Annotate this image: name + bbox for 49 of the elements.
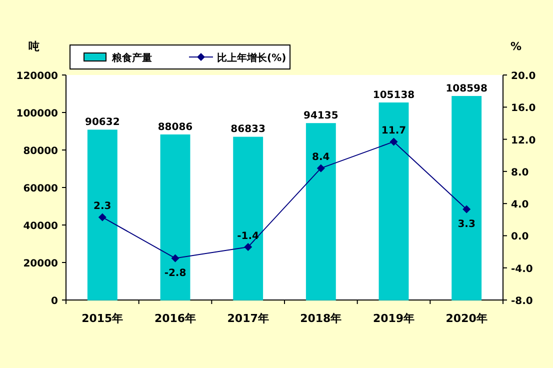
data-label: 88086 xyxy=(158,122,193,133)
x-tick-label: 2019年 xyxy=(372,312,415,325)
y-tick-label: 40000 xyxy=(23,221,58,232)
bar xyxy=(378,102,409,300)
x-tick-label: 2015年 xyxy=(82,312,124,325)
data-label: -1.4 xyxy=(237,230,260,242)
y2-tick-label: -4.0 xyxy=(511,264,533,275)
data-label: 3.3 xyxy=(458,219,476,230)
data-label: 2.3 xyxy=(94,201,112,212)
bar xyxy=(87,130,118,300)
data-label: 94135 xyxy=(304,110,338,122)
data-label: -2.8 xyxy=(164,268,186,280)
legend-label: 比上年增长(%) xyxy=(217,52,286,64)
x-tick-label: 2018年 xyxy=(300,312,342,325)
y2-tick-label: 12.0 xyxy=(511,135,536,146)
y2-tick-label: 16.0 xyxy=(511,103,536,114)
y-tick-label: 0 xyxy=(51,296,58,307)
data-label: 86833 xyxy=(230,124,266,136)
y-tick-label: 100000 xyxy=(16,108,58,120)
point xyxy=(98,213,106,222)
data-label: 90632 xyxy=(85,117,120,128)
y2-tick-label: 8.0 xyxy=(511,167,529,178)
x-tick-label: 2016年 xyxy=(154,312,196,325)
point xyxy=(171,254,180,262)
y-tick-label: 120000 xyxy=(16,71,58,82)
data-label: 108598 xyxy=(446,83,488,94)
x-tick-label: 2020年 xyxy=(446,312,488,325)
y-tick-label: 80000 xyxy=(23,146,58,157)
data-label: 11.7 xyxy=(381,126,406,137)
y-tick-label: 60000 xyxy=(23,184,58,194)
bar xyxy=(233,136,264,300)
y2-tick-label: 20.0 xyxy=(511,71,536,82)
bar xyxy=(160,134,190,300)
y2-tick-label: -8.0 xyxy=(511,296,533,307)
legend-label: 粮食产量 xyxy=(111,52,152,64)
bar xyxy=(452,96,482,300)
point xyxy=(462,205,471,214)
point xyxy=(316,164,325,172)
data-label: 105138 xyxy=(372,90,415,101)
y2-tick-label: 0.0 xyxy=(511,232,529,243)
point xyxy=(244,242,252,251)
data-label: 8.4 xyxy=(312,152,330,164)
point xyxy=(390,138,398,146)
bar xyxy=(306,123,336,300)
x-tick-label: 2017年 xyxy=(227,312,269,325)
y-axis-title: 吨 xyxy=(28,40,40,53)
y2-tick-label: 4.0 xyxy=(511,200,529,211)
y2-axis-title: % xyxy=(510,40,522,53)
y-tick-label: 20000 xyxy=(23,258,58,270)
